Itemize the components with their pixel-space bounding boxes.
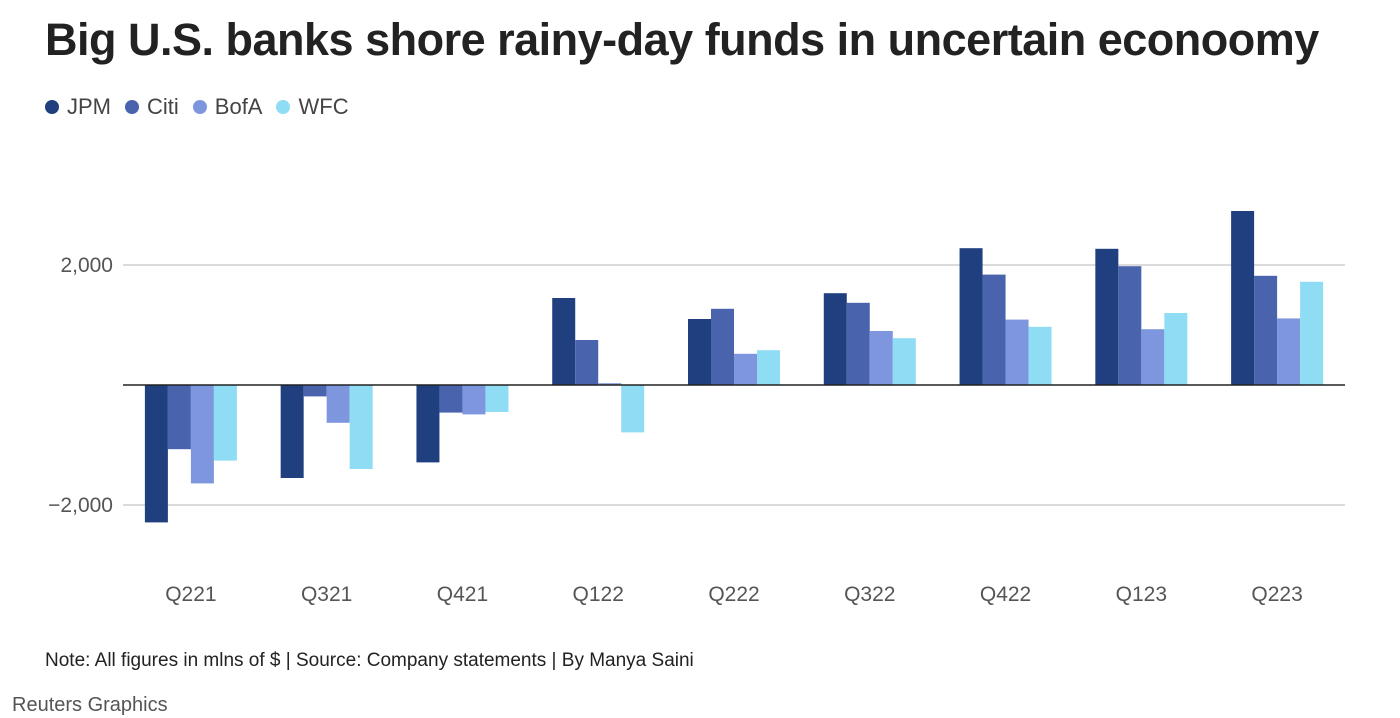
bar-citi-q322 bbox=[846, 302, 870, 385]
x-tick-label-q221: Q221 bbox=[165, 583, 216, 606]
legend-label-bofa: BofA bbox=[214, 94, 263, 119]
x-tick-label-q421: Q421 bbox=[437, 583, 488, 606]
x-tick-label-q122: Q122 bbox=[573, 583, 624, 606]
bar-wfc-q122 bbox=[621, 385, 645, 433]
bar-jpm-q321 bbox=[280, 385, 304, 478]
bar-jpm-q422 bbox=[959, 248, 983, 385]
x-tick-label-q123: Q123 bbox=[1116, 583, 1167, 606]
chart-note: Note: All figures in mlns of $ | Source:… bbox=[45, 650, 694, 671]
legend-label-citi: Citi bbox=[147, 94, 179, 119]
bar-bofa-q222 bbox=[734, 353, 757, 385]
chart-credit: Reuters Graphics bbox=[12, 694, 168, 716]
x-tick-label-q322: Q322 bbox=[844, 583, 895, 606]
bar-bofa-q421 bbox=[462, 385, 486, 415]
bar-jpm-q123 bbox=[1095, 248, 1119, 385]
bar-wfc-q322 bbox=[892, 338, 916, 385]
bar-wfc-q221 bbox=[213, 385, 237, 461]
bar-bofa-q122 bbox=[598, 383, 622, 385]
bar-citi-q221 bbox=[167, 385, 191, 450]
bar-wfc-q422 bbox=[1028, 326, 1052, 385]
chart-title: Big U.S. banks shore rainy-day funds in … bbox=[45, 14, 1319, 65]
x-tick-label-q422: Q422 bbox=[980, 583, 1031, 606]
bar-jpm-q122 bbox=[552, 298, 576, 385]
bar-jpm-q421 bbox=[416, 385, 440, 463]
bar-bofa-q123 bbox=[1141, 329, 1165, 385]
bar-citi-q223 bbox=[1254, 275, 1278, 385]
bar-bofa-q321 bbox=[326, 385, 350, 423]
bar-bofa-q422 bbox=[1005, 319, 1029, 385]
bar-bofa-q221 bbox=[190, 385, 214, 484]
bar-bofa-q322 bbox=[869, 331, 893, 385]
bar-citi-q321 bbox=[303, 385, 327, 397]
legend-item-wfc: WFC bbox=[276, 94, 349, 120]
x-tick-label-q222: Q222 bbox=[708, 583, 759, 606]
legend-label-wfc: WFC bbox=[298, 94, 349, 119]
bar-wfc-q222 bbox=[757, 350, 780, 385]
legend-item-jpm: JPM bbox=[45, 94, 111, 120]
legend-swatch-wfc bbox=[276, 100, 291, 114]
bar-citi-q422 bbox=[982, 274, 1006, 385]
bar-citi-q122 bbox=[575, 340, 599, 385]
bar-citi-q123 bbox=[1118, 266, 1142, 385]
x-tick-label-q321: Q321 bbox=[301, 583, 352, 606]
x-tick-label-q223: Q223 bbox=[1251, 583, 1302, 606]
bar-chart: 2,000 −2,000 Q221 Q321 Q421 Q122 Q222 Q322 Q422 Q… bbox=[48, 211, 1345, 606]
y-tick-label--2000: −2,000 bbox=[48, 494, 113, 517]
legend-label-jpm: JPM bbox=[67, 94, 111, 119]
bar-jpm-q222 bbox=[688, 319, 711, 385]
bar-wfc-q421 bbox=[485, 385, 509, 412]
y-tick-label-2000: 2,000 bbox=[60, 254, 113, 277]
legend-item-bofa: BofA bbox=[192, 94, 263, 120]
bar-jpm-q223 bbox=[1231, 211, 1255, 385]
bar-wfc-q223 bbox=[1300, 281, 1324, 385]
bar-jpm-q322 bbox=[823, 293, 847, 385]
legend-swatch-jpm bbox=[45, 100, 59, 114]
legend-item-citi: Citi bbox=[125, 94, 179, 120]
bar-citi-q421 bbox=[439, 385, 463, 413]
bar-wfc-q123 bbox=[1164, 313, 1188, 385]
legend-swatch-bofa bbox=[192, 100, 207, 114]
bar-jpm-q221 bbox=[144, 385, 168, 523]
bar-citi-q222 bbox=[711, 308, 734, 385]
bar-bofa-q223 bbox=[1277, 318, 1301, 385]
legend: JPM Citi BofA WFC bbox=[45, 94, 363, 120]
legend-swatch-citi bbox=[125, 100, 139, 114]
bar-wfc-q321 bbox=[349, 385, 373, 469]
